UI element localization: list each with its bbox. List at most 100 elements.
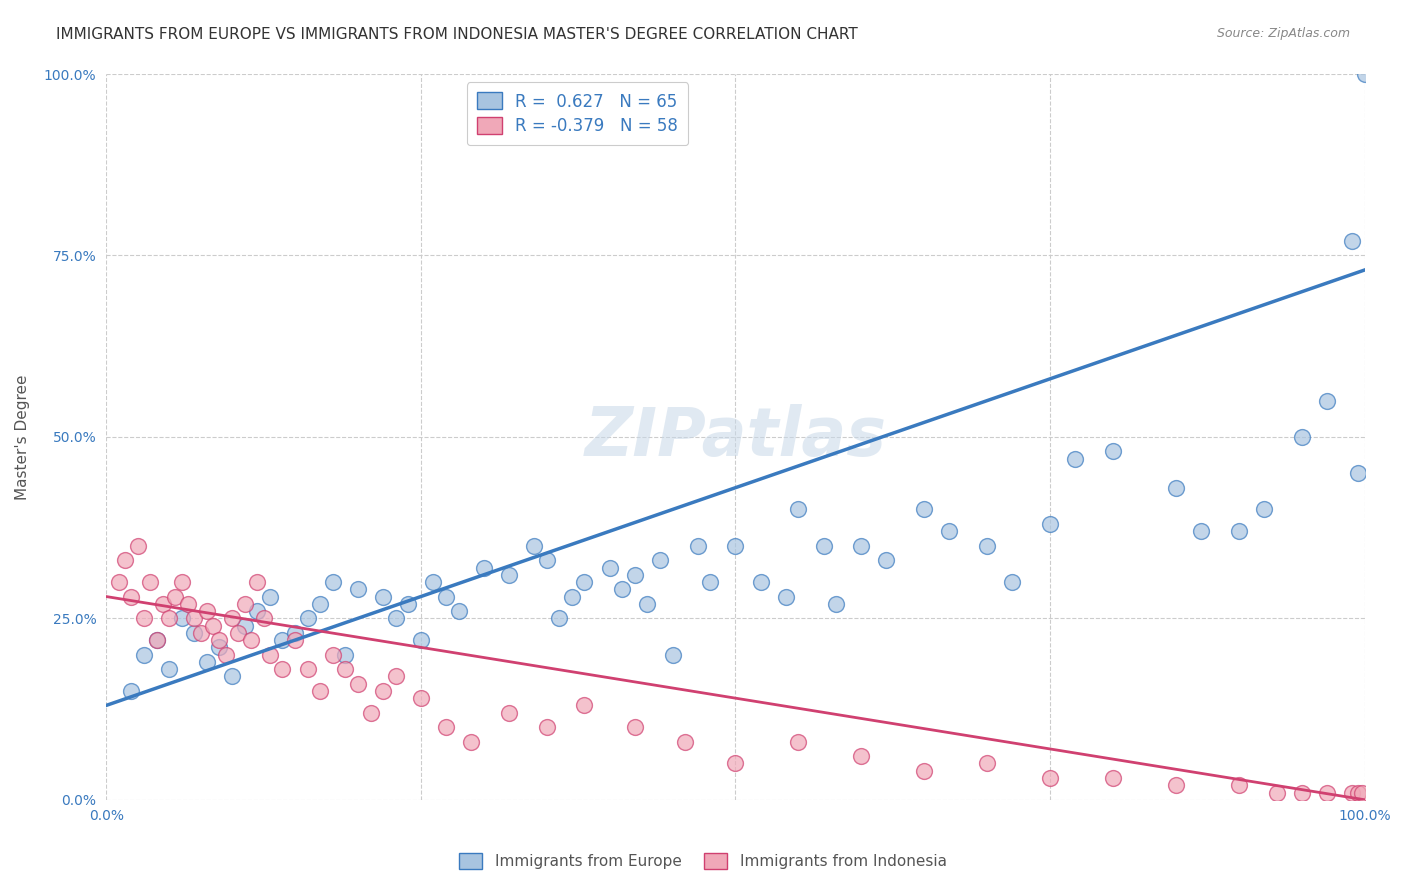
Point bbox=[749, 575, 772, 590]
Point bbox=[1227, 524, 1250, 539]
Point bbox=[661, 648, 683, 662]
Point bbox=[1039, 516, 1062, 531]
Point bbox=[1341, 234, 1364, 248]
Point bbox=[132, 611, 155, 625]
Point bbox=[221, 669, 243, 683]
Text: IMMIGRANTS FROM EUROPE VS IMMIGRANTS FROM INDONESIA MASTER'S DEGREE CORRELATION : IMMIGRANTS FROM EUROPE VS IMMIGRANTS FRO… bbox=[56, 27, 858, 42]
Point bbox=[912, 502, 935, 516]
Point bbox=[1102, 771, 1125, 785]
Point bbox=[472, 560, 495, 574]
Point bbox=[1341, 785, 1364, 799]
Point bbox=[120, 684, 142, 698]
Point bbox=[322, 575, 344, 590]
Point bbox=[460, 735, 482, 749]
Point bbox=[202, 618, 225, 632]
Point bbox=[190, 625, 212, 640]
Point bbox=[246, 604, 269, 618]
Point bbox=[574, 575, 596, 590]
Point bbox=[976, 756, 998, 771]
Point bbox=[347, 582, 370, 597]
Point bbox=[183, 625, 205, 640]
Point bbox=[183, 611, 205, 625]
Y-axis label: Master's Degree: Master's Degree bbox=[15, 374, 30, 500]
Point bbox=[1102, 444, 1125, 458]
Point bbox=[120, 590, 142, 604]
Point bbox=[825, 597, 848, 611]
Point bbox=[239, 633, 262, 648]
Point bbox=[623, 720, 645, 734]
Point bbox=[371, 684, 394, 698]
Point bbox=[145, 633, 167, 648]
Point bbox=[612, 582, 634, 597]
Point bbox=[498, 706, 520, 720]
Point bbox=[309, 597, 332, 611]
Point bbox=[208, 640, 231, 655]
Point bbox=[976, 539, 998, 553]
Point bbox=[422, 575, 444, 590]
Point bbox=[259, 648, 281, 662]
Point bbox=[1291, 430, 1313, 444]
Point bbox=[284, 625, 307, 640]
Point bbox=[145, 633, 167, 648]
Point bbox=[851, 539, 873, 553]
Point bbox=[195, 604, 218, 618]
Point bbox=[1354, 67, 1376, 81]
Point bbox=[170, 575, 193, 590]
Point bbox=[271, 662, 294, 676]
Point bbox=[1001, 575, 1024, 590]
Point bbox=[221, 611, 243, 625]
Point bbox=[1316, 785, 1339, 799]
Point bbox=[114, 553, 136, 567]
Point bbox=[246, 575, 269, 590]
Point bbox=[297, 662, 319, 676]
Point bbox=[548, 611, 571, 625]
Point bbox=[787, 502, 810, 516]
Point bbox=[623, 567, 645, 582]
Point bbox=[127, 539, 149, 553]
Point bbox=[228, 625, 250, 640]
Point bbox=[252, 611, 274, 625]
Point bbox=[371, 590, 394, 604]
Point bbox=[384, 669, 406, 683]
Point bbox=[686, 539, 709, 553]
Point bbox=[775, 590, 797, 604]
Point bbox=[1316, 393, 1339, 408]
Point bbox=[1253, 502, 1275, 516]
Point bbox=[170, 611, 193, 625]
Point bbox=[233, 618, 256, 632]
Point bbox=[561, 590, 583, 604]
Point bbox=[177, 597, 200, 611]
Point bbox=[1189, 524, 1212, 539]
Point bbox=[1351, 785, 1374, 799]
Point bbox=[851, 749, 873, 764]
Point bbox=[787, 735, 810, 749]
Point bbox=[132, 648, 155, 662]
Point bbox=[335, 648, 357, 662]
Point bbox=[1064, 451, 1087, 466]
Point bbox=[195, 655, 218, 669]
Point bbox=[215, 648, 238, 662]
Point bbox=[1164, 481, 1187, 495]
Point bbox=[1347, 466, 1369, 480]
Point bbox=[233, 597, 256, 611]
Point bbox=[208, 633, 231, 648]
Point bbox=[813, 539, 835, 553]
Point bbox=[157, 611, 180, 625]
Point bbox=[297, 611, 319, 625]
Point bbox=[1227, 778, 1250, 792]
Point bbox=[139, 575, 162, 590]
Point bbox=[648, 553, 671, 567]
Point bbox=[1265, 785, 1288, 799]
Point bbox=[335, 662, 357, 676]
Legend: Immigrants from Europe, Immigrants from Indonesia: Immigrants from Europe, Immigrants from … bbox=[453, 847, 953, 875]
Point bbox=[152, 597, 174, 611]
Point bbox=[636, 597, 658, 611]
Point bbox=[165, 590, 187, 604]
Point bbox=[536, 720, 558, 734]
Point bbox=[259, 590, 281, 604]
Point bbox=[498, 567, 520, 582]
Point bbox=[875, 553, 897, 567]
Point bbox=[599, 560, 621, 574]
Point bbox=[360, 706, 382, 720]
Point bbox=[434, 590, 457, 604]
